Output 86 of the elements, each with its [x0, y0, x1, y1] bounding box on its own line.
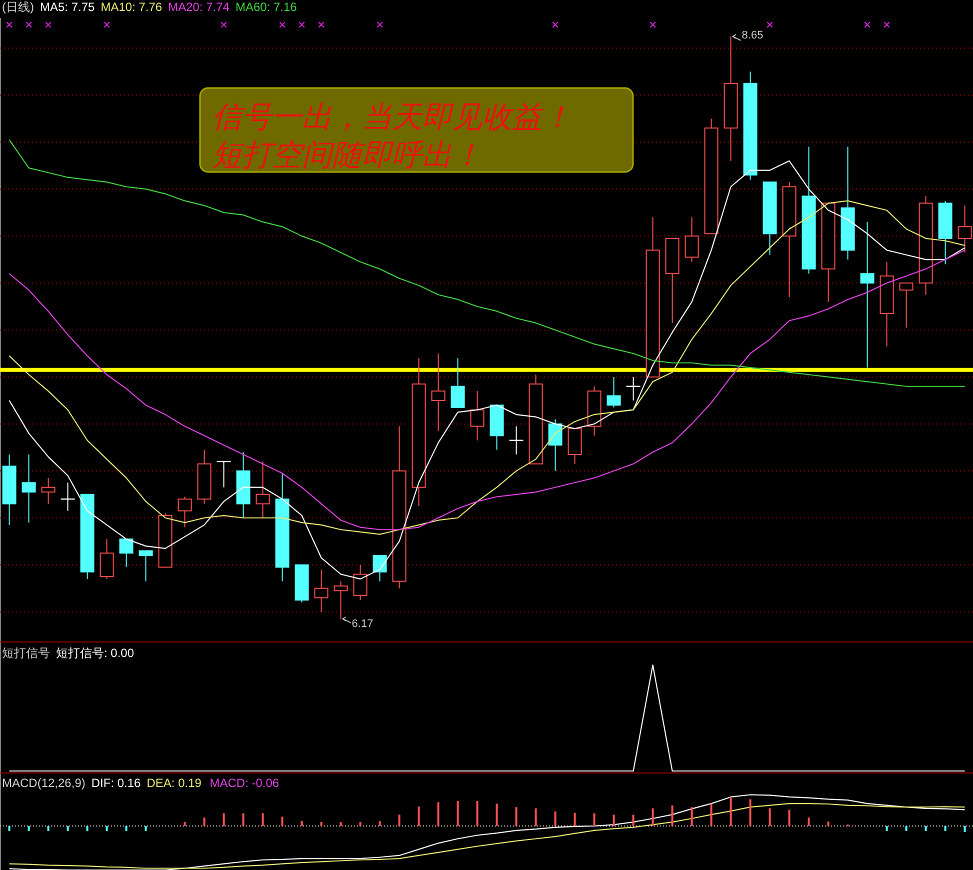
bar: [242, 813, 244, 826]
candlestick: [178, 496, 192, 528]
candlestick: [684, 216, 699, 262]
candlestick: [626, 376, 641, 401]
bar: [515, 807, 518, 826]
candlestick: [256, 461, 270, 518]
bar: [262, 813, 264, 826]
candlestick: [60, 482, 76, 512]
bar: [574, 812, 576, 826]
bar: [28, 826, 30, 831]
bar: [944, 826, 946, 831]
bar: [768, 808, 771, 826]
text: MA20: 7.74: [168, 0, 230, 14]
candlestick: [216, 460, 232, 488]
bar: [827, 822, 830, 826]
candlestick: [22, 454, 36, 524]
text: MA60: 7.16: [235, 0, 298, 14]
bar: [788, 810, 790, 826]
candlestick: [470, 390, 484, 441]
bar: [554, 812, 556, 826]
text: MACD: -0.06: [210, 776, 280, 790]
candlestick: [508, 426, 524, 455]
bar: [144, 826, 147, 831]
bar: [690, 807, 693, 826]
text: MA5: 7.75: [40, 0, 96, 14]
text: DIF: 0.16: [91, 776, 142, 790]
bar: [476, 801, 478, 826]
bar: [184, 822, 186, 826]
annotation: 信号一出，当天即见收益！: [212, 101, 572, 134]
bar: [203, 818, 206, 826]
bar: [437, 802, 440, 826]
bar: [222, 813, 225, 826]
bar: [612, 814, 615, 826]
bar: [86, 826, 88, 831]
bar: [496, 804, 498, 826]
text: MA10: 7.76: [100, 0, 162, 14]
chart-title: MACD(12,26,9): [2, 776, 86, 790]
candlestick: [860, 221, 874, 368]
candlestick: [548, 418, 562, 472]
candlestick: [899, 282, 914, 328]
candlestick: [100, 538, 114, 580]
chart-title: 短打信号: [2, 646, 50, 660]
bar: [8, 826, 10, 831]
bar: [652, 808, 654, 826]
bar: [671, 805, 674, 826]
candlestick: [353, 564, 368, 601]
bar: [886, 826, 888, 831]
bar: [359, 822, 362, 826]
bar: [378, 821, 381, 826]
candlestick: [119, 538, 134, 568]
text: 短打信号: 0.00: [56, 646, 134, 660]
bar: [730, 797, 732, 826]
candlestick: [450, 358, 465, 408]
annotation: 6.17: [352, 618, 374, 630]
bar: [66, 826, 69, 831]
bar: [281, 816, 284, 826]
candlestick: [334, 580, 348, 620]
bar: [418, 806, 420, 826]
candlestick: [431, 352, 446, 432]
annotation: 8.65: [742, 29, 764, 42]
bar: [398, 814, 400, 826]
candlestick: [138, 550, 153, 582]
bar: [710, 804, 712, 826]
bar: [534, 808, 537, 826]
bar: [300, 821, 303, 826]
chart-title: (日线): [2, 0, 34, 14]
candlestick: [958, 205, 972, 253]
bar: [47, 826, 50, 831]
bar: [632, 814, 634, 826]
bar: [749, 799, 752, 826]
candlestick: [372, 554, 387, 582]
text: DEA: 0.19: [146, 776, 202, 790]
candlestick: [41, 477, 56, 504]
bar: [320, 822, 322, 826]
bar: [456, 801, 459, 826]
bar: [924, 826, 927, 831]
bar: [964, 826, 966, 832]
bar: [106, 826, 108, 831]
bar: [808, 818, 810, 826]
bar: [340, 822, 342, 826]
bar: [905, 826, 908, 831]
candlestick: [314, 569, 328, 612]
bar: [593, 813, 596, 826]
bar: [125, 826, 128, 831]
candlestick: [606, 376, 621, 408]
annotation: 短打空间随即呼出！: [212, 139, 482, 172]
